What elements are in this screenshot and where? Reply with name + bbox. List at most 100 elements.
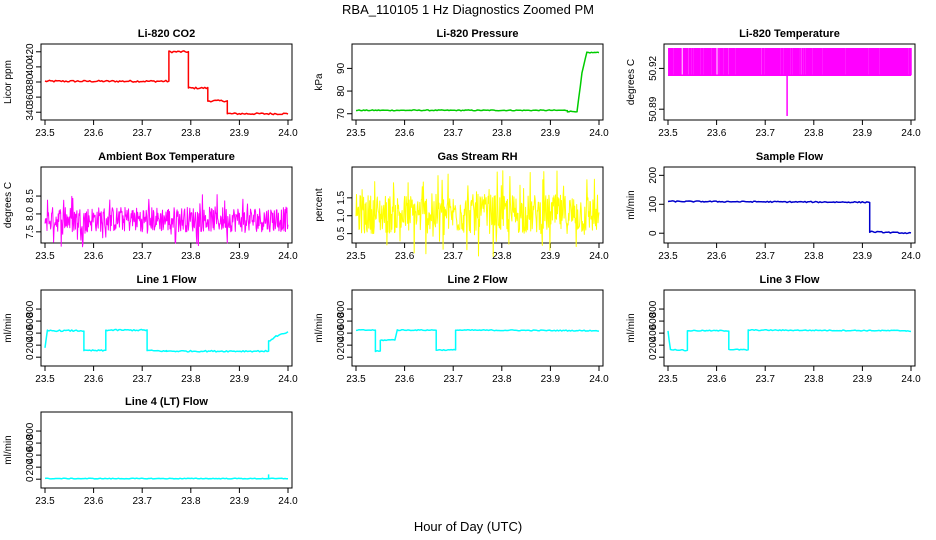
y-tick-label: 400 — [648, 324, 659, 341]
panel-10: Line 4 (LT) Flow ml/min 23.5 23.6 23.7 23.8 23… — [3, 396, 298, 507]
x-tick-label: 23.5 — [658, 374, 678, 385]
plot-frame — [40, 411, 293, 489]
x-tick-label: 23.9 — [230, 496, 250, 507]
x-tick-label: 23.7 — [132, 496, 152, 507]
x-tick-label: 23.7 — [755, 128, 775, 139]
panel-title: Ambient Box Temperature — [98, 151, 235, 163]
x-tick-label: 24.0 — [589, 128, 609, 139]
y-tick-label: 0.5 — [336, 226, 347, 240]
y-axis-label: ml/min — [626, 190, 637, 219]
y-axis-label: degrees C — [626, 59, 637, 105]
panel-title: Line 2 Flow — [448, 274, 508, 286]
x-tick-label: 23.7 — [132, 251, 152, 262]
x-tick-label: 23.6 — [84, 251, 104, 262]
x-tick-label: 23.8 — [181, 128, 201, 139]
x-tick-label: 23.5 — [346, 128, 366, 139]
x-tick-label: 23.8 — [181, 374, 201, 385]
x-tick-label: 23.6 — [707, 374, 727, 385]
x-tick-label: 23.9 — [230, 251, 250, 262]
plot-frame — [351, 166, 604, 244]
y-tick-label: 400 — [25, 324, 36, 341]
x-tick-label: 23.8 — [181, 251, 201, 262]
x-tick-label: 23.6 — [395, 374, 415, 385]
y-tick-label: 0 — [25, 476, 36, 482]
y-tick-label: 400 — [25, 58, 36, 75]
panel-5: Gas Stream RH percent 23.5 23.6 23.7 23.8 23.9… — [314, 151, 609, 262]
x-tick-label: 23.9 — [541, 251, 561, 262]
x-tick-label: 23.8 — [492, 374, 512, 385]
y-tick-label: 50.89 — [648, 96, 659, 121]
x-tick-label: 23.6 — [707, 128, 727, 139]
y-tick-label: 0 — [25, 354, 36, 360]
x-tick-label: 23.7 — [132, 374, 152, 385]
x-tick-label: 24.0 — [589, 251, 609, 262]
y-tick-label: 200 — [648, 336, 659, 353]
x-tick-label: 24.0 — [901, 374, 921, 385]
series-line — [668, 48, 912, 116]
y-tick-label: 50.92 — [648, 55, 659, 80]
x-tick-label: 23.6 — [84, 496, 104, 507]
x-tick-label: 24.0 — [278, 128, 298, 139]
panel-8: Line 2 Flow ml/min 23.5 23.6 23.7 23.8 23.9 24.… — [314, 274, 609, 385]
y-axis-label: kPa — [314, 73, 325, 91]
x-tick-label: 23.7 — [755, 251, 775, 262]
y-axis-label: ml/min — [3, 313, 14, 342]
x-tick-label: 23.7 — [755, 374, 775, 385]
panel-7: Line 1 Flow ml/min 23.5 23.6 23.7 23.8 23.9 24.… — [3, 274, 298, 385]
y-tick-label: 600 — [336, 312, 347, 329]
x-tick-label: 24.0 — [278, 251, 298, 262]
x-tick-label: 24.0 — [278, 374, 298, 385]
series-line — [355, 328, 600, 353]
x-tick-label: 23.9 — [541, 374, 561, 385]
x-tick-label: 23.8 — [804, 374, 824, 385]
x-tick-label: 24.0 — [901, 251, 921, 262]
x-tick-label: 23.7 — [443, 251, 463, 262]
panels: Li-820 CO2 Licor ppm 23.5 23.6 23.7 23.8 23.9 2… — [3, 28, 921, 507]
y-tick-label: 600 — [648, 312, 659, 329]
plot-frame — [663, 43, 916, 121]
panel-title: Li-820 Pressure — [437, 28, 519, 40]
panel-2: Li-820 Pressure kPa 23.5 23.6 23.7 23.8 23.9 24… — [314, 28, 609, 139]
x-tick-label: 23.8 — [492, 128, 512, 139]
y-tick-label: 1.5 — [336, 190, 347, 204]
panel-3: Li-820 Temperature degrees C 23.5 23.6 23.7 2… — [626, 28, 921, 139]
x-tick-label: 23.5 — [35, 374, 55, 385]
series-line — [44, 194, 289, 248]
x-tick-label: 23.8 — [492, 251, 512, 262]
y-tick-label: 380 — [25, 73, 36, 90]
y-tick-label: 600 — [25, 434, 36, 451]
panel-6: Sample Flow ml/min 23.5 23.6 23.7 23.8 23.9 24.… — [626, 151, 921, 262]
y-tick-label: 400 — [336, 324, 347, 341]
y-tick-label: 80 — [336, 85, 347, 97]
panel-title: Line 1 Flow — [137, 274, 197, 286]
y-tick-label: 0 — [648, 354, 659, 360]
x-tick-label: 23.5 — [35, 128, 55, 139]
x-tick-label: 23.5 — [658, 251, 678, 262]
plot-frame — [40, 166, 293, 244]
y-tick-label: 0 — [336, 354, 347, 360]
series-line — [355, 170, 600, 257]
y-tick-label: 8.0 — [25, 207, 36, 221]
y-tick-label: 400 — [25, 446, 36, 463]
y-axis-label: Licor ppm — [3, 60, 14, 104]
x-tick-label: 23.6 — [395, 251, 415, 262]
plot-frame — [663, 289, 916, 367]
panel-title: Li-820 CO2 — [138, 28, 195, 40]
x-tick-label: 23.6 — [395, 128, 415, 139]
series-line — [355, 51, 600, 113]
series-line — [667, 328, 912, 352]
y-tick-label: 800 — [336, 300, 347, 317]
x-tick-label: 23.7 — [443, 128, 463, 139]
x-tick-label: 23.9 — [230, 374, 250, 385]
y-tick-label: 100 — [648, 195, 659, 212]
x-tick-label: 23.5 — [346, 251, 366, 262]
y-tick-label: 1.0 — [336, 208, 347, 222]
x-axis-title: Hour of Day (UTC) — [414, 519, 522, 534]
series-line — [44, 328, 289, 353]
y-tick-label: 360 — [25, 88, 36, 105]
y-tick-label: 200 — [648, 167, 659, 184]
y-tick-label: 800 — [25, 422, 36, 439]
x-tick-label: 24.0 — [901, 128, 921, 139]
y-tick-label: 200 — [25, 458, 36, 475]
